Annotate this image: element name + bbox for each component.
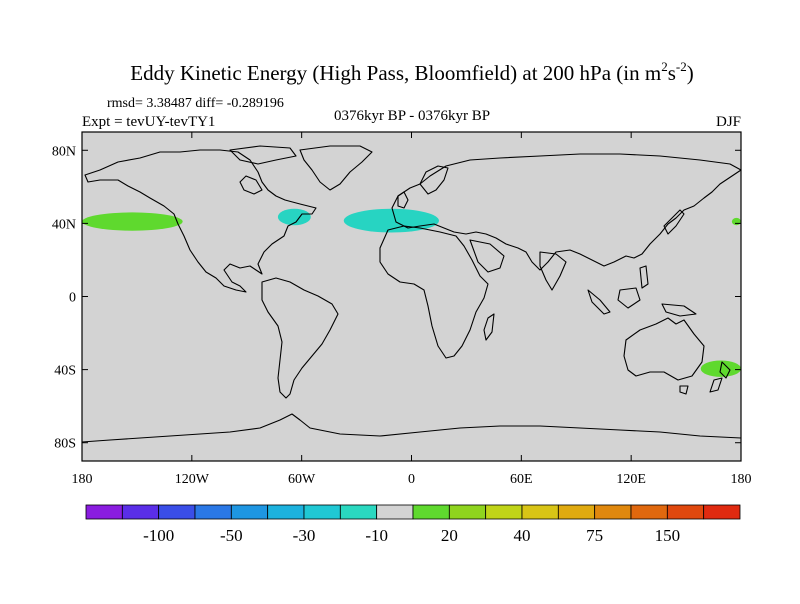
title-sup2: -2	[676, 59, 687, 74]
coast-antarctica	[81, 413, 742, 443]
coast-arctic-islands	[229, 145, 297, 165]
colorbar-label: -50	[220, 526, 243, 545]
colorbar-swatch	[594, 504, 632, 520]
coast-japan	[663, 209, 685, 235]
coast-tasmania	[679, 385, 689, 395]
colorbar-swatch	[448, 504, 487, 520]
coast-madagascar	[483, 313, 495, 341]
colorbar-swatch	[194, 504, 232, 520]
colorbar-swatch	[485, 504, 523, 520]
coast-north-america	[84, 149, 317, 293]
lon-tick-label: 60E	[510, 472, 533, 487]
anomaly-dateline-edge-positive	[731, 217, 741, 226]
lon-tick-label: 60W	[288, 472, 316, 487]
colorbar-swatch	[121, 504, 160, 520]
coast-south-america	[261, 277, 339, 399]
coast-new-zealand	[709, 361, 731, 393]
colorbar-label: 20	[441, 526, 458, 545]
coast-scandinavia	[419, 165, 449, 195]
coast-sumatra	[587, 289, 611, 315]
lon-tick-label: 0	[408, 472, 415, 487]
title-sup1: 2	[661, 59, 668, 74]
colorbar-swatch	[303, 504, 341, 520]
coast-british-isles	[397, 191, 409, 209]
season-label: DJF	[716, 114, 741, 130]
lon-tick-label: 120E	[616, 472, 646, 487]
colorbar-swatch	[158, 504, 196, 520]
coast-philippines	[639, 265, 649, 289]
anomaly-north-atlantic-west-negative	[277, 208, 311, 226]
coast-india	[539, 251, 567, 291]
colorbar-swatch	[666, 504, 705, 520]
coast-hudson-bay	[239, 175, 263, 195]
title-mid: s	[668, 61, 676, 85]
lat-tick-label: 40N	[52, 217, 76, 232]
coastlines	[81, 145, 742, 443]
colorbar-swatch	[267, 504, 305, 520]
lat-tick-label: 40S	[54, 364, 76, 379]
longitude-axis: 180 120W 60W 0 60E 120E 180	[72, 132, 752, 487]
colorbar-swatch	[339, 504, 378, 520]
coast-borneo	[617, 287, 641, 309]
lat-tick-label: 0	[69, 291, 76, 306]
colorbar-swatch	[557, 504, 596, 520]
expt-label: Expt = tevUY-tevTY1	[82, 114, 215, 130]
title-main: Eddy Kinetic Energy (High Pass, Bloomfie…	[130, 61, 661, 85]
colorbar-label: -30	[293, 526, 316, 545]
coast-africa	[379, 225, 489, 359]
map-area: 80N 40N 0 40S 80S 180 120W 60W 0 60E 120E 180	[52, 131, 752, 487]
coast-new-guinea	[661, 303, 697, 317]
figure-title: Eddy Kinetic Energy (High Pass, Bloomfie…	[130, 59, 694, 85]
colorbar: -100 -50 -30 -10 20 40 75 150	[85, 504, 741, 545]
colorbar-label: -100	[143, 526, 174, 545]
lon-tick-label: 120W	[175, 472, 210, 487]
lon-tick-label: 180	[72, 472, 93, 487]
coast-eurasia	[391, 153, 742, 271]
lat-tick-label: 80S	[54, 437, 76, 452]
colorbar-swatch	[630, 504, 668, 520]
lat-tick-label: 80N	[52, 144, 76, 159]
colorbar-swatch	[412, 504, 450, 520]
anomaly-north-pacific-positive	[81, 212, 183, 231]
title-end: )	[687, 61, 694, 85]
colorbar-swatch	[85, 504, 123, 520]
colorbar-label: 75	[586, 526, 603, 545]
colorbar-swatch	[376, 504, 414, 520]
colorbar-swatch	[703, 504, 741, 520]
map-background	[82, 132, 741, 461]
colorbar-label: 150	[655, 526, 681, 545]
stats-label: rmsd= 3.38487 diff= -0.289196	[107, 96, 284, 111]
colorbar-swatch	[521, 504, 559, 520]
period-label: 0376kyr BP - 0376kyr BP	[334, 108, 490, 124]
latitude-axis: 80N 40N 0 40S 80S	[52, 144, 741, 452]
coast-arabia	[469, 239, 505, 273]
colorbar-label: -10	[365, 526, 388, 545]
colorbar-swatch	[230, 504, 269, 520]
coast-greenland	[299, 145, 373, 191]
coast-australia	[623, 317, 705, 381]
anomaly-layer	[81, 208, 741, 377]
colorbar-label: 40	[514, 526, 531, 545]
lon-tick-label: 180	[731, 472, 752, 487]
